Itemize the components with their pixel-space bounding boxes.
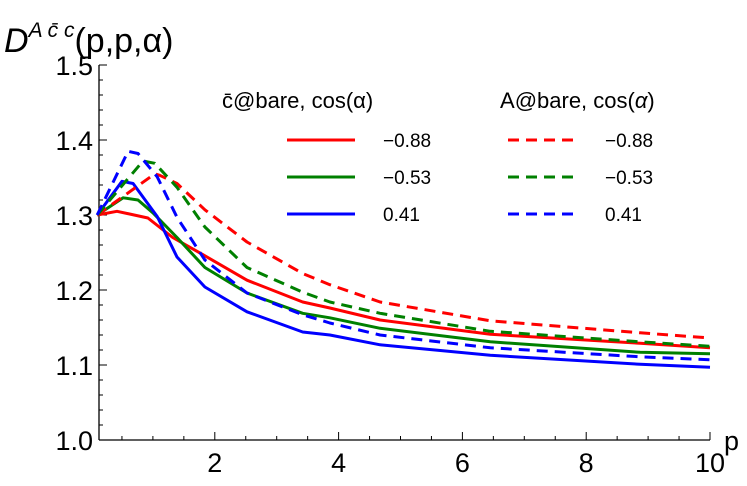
series-line-dashed-088: [96, 172, 711, 340]
x-tick-label: 8: [579, 448, 594, 478]
y-tick-label: 1.3: [55, 201, 93, 231]
y-tick-label: 1.0: [55, 426, 93, 456]
y-tick-label: 1.2: [55, 276, 93, 306]
legend-title-solid: c̄@bare, cos(α): [222, 88, 373, 113]
legend-title-dashed: A@bare, cos(α): [500, 88, 655, 113]
legend-label: −0.53: [605, 168, 653, 189]
y-axis-label: DA c̄ c(p,p,α): [4, 19, 173, 60]
legend-label: 0.41: [383, 205, 420, 226]
series-line-dashed-053: [96, 159, 711, 348]
x-tick-label: 6: [455, 448, 470, 478]
y-tick-label: 1.5: [55, 51, 93, 81]
x-tick-label: 2: [207, 448, 222, 478]
series-line-solid-088: [96, 209, 711, 350]
x-tick-label: 4: [331, 448, 346, 478]
series-line-solid-041: [95, 179, 711, 369]
legend-label: −0.88: [383, 131, 431, 152]
legend-label: −0.53: [383, 168, 431, 189]
x-axis-label: p: [724, 426, 739, 456]
y-tick-label: 1.4: [55, 126, 93, 156]
y-tick-label: 1.1: [55, 351, 93, 381]
series-line-dashed-041: [95, 149, 711, 362]
x-tick-label: 10: [695, 448, 725, 478]
legend-label: 0.41: [605, 205, 642, 226]
legend-label: −0.88: [605, 131, 653, 152]
